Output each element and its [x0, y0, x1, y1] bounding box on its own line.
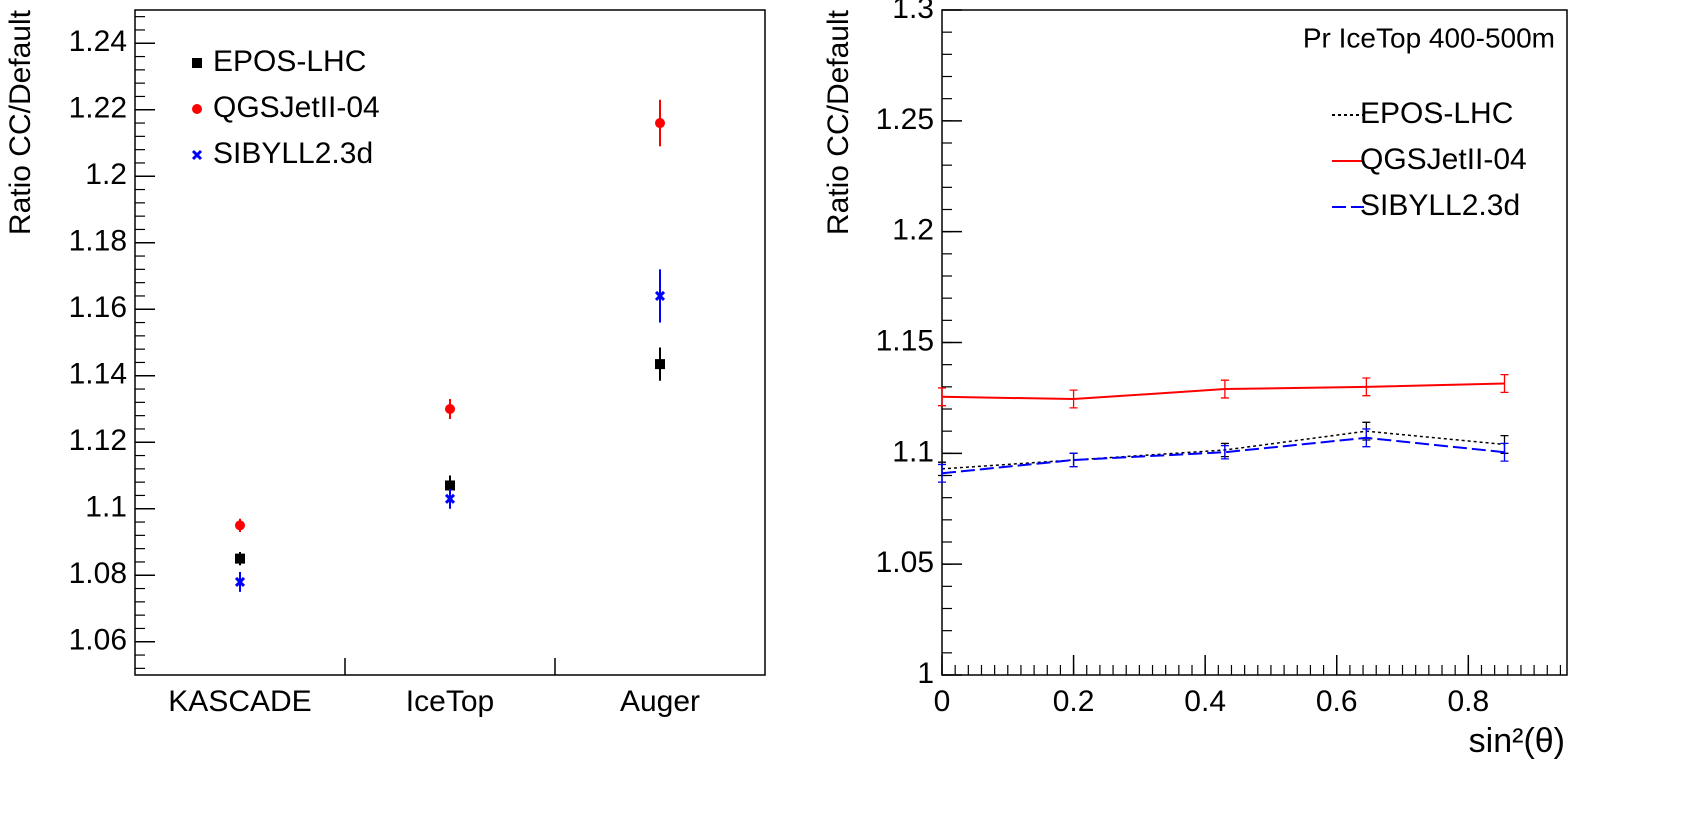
- error-bar: [1362, 428, 1371, 448]
- y-tick-label: 1.1: [85, 491, 127, 524]
- y-tick-label: 1.16: [69, 291, 127, 324]
- y-tick-label: 1.24: [69, 25, 127, 58]
- error-bar: [938, 387, 946, 407]
- marker: [445, 480, 455, 491]
- legend-label: EPOS-LHC: [213, 45, 366, 78]
- y-tick-label: 1.3: [892, 0, 934, 25]
- legend-label: QGSJetII-04: [1360, 143, 1527, 176]
- marker: [234, 576, 246, 587]
- plot-frame: [134, 9, 766, 676]
- y-axis-label: Ratio CC/Default: [4, 9, 37, 235]
- y-tick-label: 1: [917, 657, 934, 690]
- x-tick-label: IceTop: [406, 685, 494, 718]
- y-tick-label: 1.1: [892, 435, 934, 468]
- legend-label: SIBYLL2.3d: [1360, 189, 1520, 222]
- legend-marker: [192, 58, 202, 68]
- y-tick-label: 1.22: [69, 92, 127, 125]
- error-bar: [1500, 373, 1509, 394]
- x-tick-label: 0: [934, 685, 951, 718]
- error-bar: [1220, 379, 1229, 399]
- x-tick-label: KASCADE: [168, 685, 311, 718]
- y-tick-label: 1.14: [69, 358, 127, 391]
- x-tick-label: 0.6: [1316, 685, 1358, 718]
- series-line: [941, 430, 1505, 470]
- y-tick-label: 1.2: [85, 158, 127, 191]
- error-bar: [1069, 389, 1078, 409]
- legend-label: QGSJetII-04: [213, 91, 380, 124]
- marker: [655, 359, 665, 370]
- annotation: Pr IceTop 400-500m: [1303, 22, 1555, 53]
- y-tick-label: 1.15: [876, 324, 934, 357]
- y-tick-label: 1.08: [69, 557, 127, 590]
- x-tick-label: 0.4: [1184, 685, 1226, 718]
- error-bar: [1220, 444, 1229, 460]
- marker: [445, 404, 455, 414]
- marker: [235, 553, 245, 564]
- error-bar: [1500, 442, 1509, 462]
- error-bar: [1362, 377, 1371, 397]
- error-bar: [1069, 452, 1078, 468]
- series-line: [941, 436, 1505, 475]
- y-tick-label: 1.18: [69, 225, 127, 258]
- legend-label: SIBYLL2.3d: [213, 137, 373, 170]
- x-axis-label: sin²(θ): [1469, 722, 1565, 760]
- y-axis-label: Ratio CC/Default: [822, 9, 855, 235]
- x-tick-label: Auger: [620, 685, 700, 718]
- legend-marker: [191, 149, 203, 161]
- error-bar: [938, 463, 946, 483]
- marker: [655, 118, 665, 129]
- marker: [235, 520, 245, 531]
- y-tick-label: 1.06: [69, 624, 127, 657]
- y-tick-label: 1.05: [876, 546, 934, 579]
- marker: [444, 493, 456, 504]
- x-tick-label: 0.2: [1053, 685, 1095, 718]
- y-tick-label: 1.12: [69, 424, 127, 457]
- marker: [654, 290, 666, 302]
- legend-label: EPOS-LHC: [1360, 97, 1513, 130]
- x-tick-label: 0.8: [1447, 685, 1489, 718]
- series-line: [941, 382, 1505, 401]
- y-tick-label: 1.25: [876, 103, 934, 136]
- legend-marker: [192, 104, 202, 114]
- y-tick-label: 1.2: [892, 214, 934, 247]
